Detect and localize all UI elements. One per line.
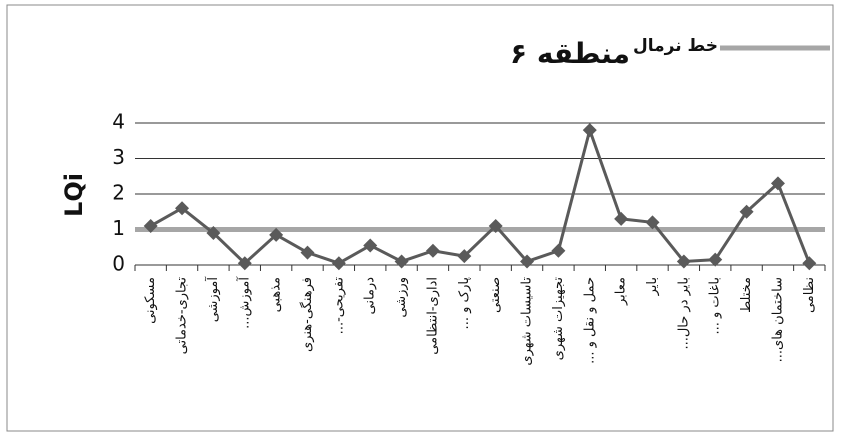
legend-label: خط نرمال [633,36,718,56]
y-tick-label: 4 [112,110,125,134]
y-tick-label: 1 [112,216,125,240]
x-tick-label: آموزش... [235,276,252,329]
y-tick-label: 0 [112,252,125,276]
data-point [520,254,535,269]
x-tick-label: ساختمان های... [770,277,785,362]
x-tick-label: تفریحی-... [331,277,346,335]
x-tick-label: اداری-انتظامی [425,277,440,355]
y-axis-label: LQi [60,173,88,217]
x-tick-label: نظامی [802,277,817,313]
x-tick-label: بایر [645,277,660,296]
data-point [237,256,252,271]
x-tick-label: بایر در حال... [676,277,691,350]
data-point [708,252,723,267]
data-point [175,201,190,216]
data-point [300,245,315,260]
data-point [269,227,284,242]
data-point [457,249,472,264]
data-point [425,243,440,258]
series-line [149,124,811,266]
x-tick-label: ورزشی [394,277,409,318]
x-tick-label: حمل و نقل و ... [582,277,597,364]
data-point [802,256,817,271]
x-tick-label: درمانی [363,277,378,315]
x-tick-label: مذهبی [269,277,284,312]
x-tick-label: تجاری-خدماتی [175,277,190,355]
chart-title: منطقه ۶ [510,37,630,70]
data-point [143,218,158,233]
x-tick-label: معابر [614,277,629,306]
data-point [645,215,660,230]
x-tick-label: مختلط [739,277,754,313]
x-tick-label: تاسیسات شهری [520,277,535,366]
y-tick-label: 2 [112,181,125,205]
data-point [770,176,785,191]
data-point [614,211,629,226]
data-point [488,218,503,233]
x-tick-label: باغات و ... [708,277,723,335]
data-point [551,243,566,258]
data-point [676,254,691,269]
data-point [331,256,346,271]
x-tick-label: آموزشی [204,276,221,323]
data-point [394,254,409,269]
x-tick-label: مسکونی [143,277,158,324]
x-tick-label: فرهنگی-هنری [299,277,315,352]
data-point [582,123,597,138]
chart-frame [6,4,834,432]
x-tick-label: صنعتی [488,277,503,313]
data-point [363,238,378,253]
data-point [206,226,221,241]
x-tick-label: پارک و ... [457,277,472,330]
data-point [739,204,754,219]
y-tick-label: 3 [112,145,125,169]
x-tick-label: تجهیزات شهری [551,277,566,361]
